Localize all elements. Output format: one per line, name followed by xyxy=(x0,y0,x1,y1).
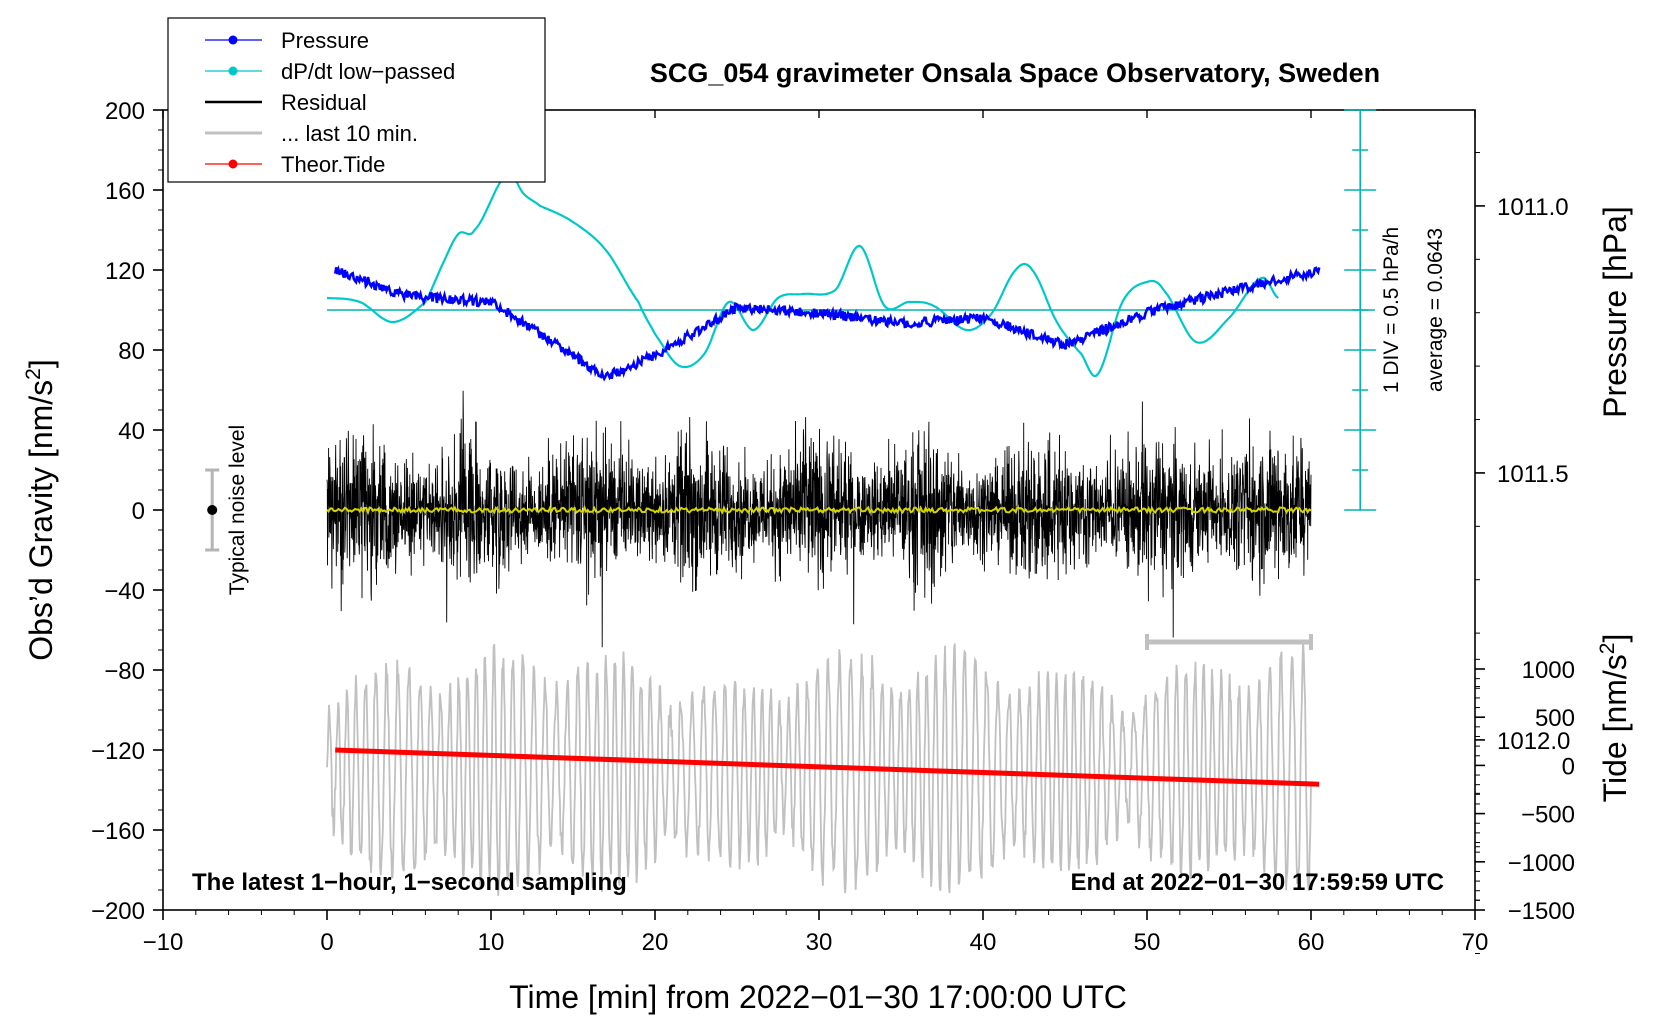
y-axis-title-tide-text: Tide [nm/s xyxy=(1597,654,1633,802)
legend-label: Pressure xyxy=(281,28,369,53)
x-tick-label: 60 xyxy=(1298,929,1325,956)
footer-right: End at 2022−01−30 17:59:59 UTC xyxy=(1070,869,1444,896)
y-tick-label: 40 xyxy=(118,418,145,445)
dpdt-div-axis xyxy=(1344,109,1377,511)
x-tick-label: −10 xyxy=(143,929,184,956)
tide-tick-label: −1000 xyxy=(1508,850,1575,877)
ticks: −10 0 10 20 30 40 50 60 70 −200 −160 −120 −80 −40 0 40 8… xyxy=(91,98,1575,956)
y-axis-title-left-close: ] xyxy=(23,359,59,368)
legend-marker xyxy=(228,159,238,169)
series-dpdt xyxy=(326,171,1279,378)
legend-label: Theor.Tide xyxy=(281,152,385,177)
footer-left: The latest 1−hour, 1−second sampling xyxy=(192,869,627,896)
pressure-tick-label: 1012.0 xyxy=(1497,728,1570,755)
legend-box xyxy=(167,17,546,183)
y-tick-label: −40 xyxy=(104,578,145,605)
legend-label: Residual xyxy=(281,90,367,115)
series-layer xyxy=(326,171,1375,896)
average-label: average = 0.0643 xyxy=(1424,228,1447,392)
legend: Pressure dP/dt low−passed Residual ... last… xyxy=(167,17,546,183)
legend-label: dP/dt low−passed xyxy=(281,59,455,84)
y-tick-label: −160 xyxy=(91,818,145,845)
x-tick-label: 10 xyxy=(478,929,505,956)
series-last-10-min xyxy=(326,641,1312,896)
x-axis-title: Time [min] from 2022−01−30 17:00:00 UTC xyxy=(509,979,1127,1015)
y-tick-label: 160 xyxy=(105,178,145,205)
y-tick-label: 120 xyxy=(105,258,145,285)
y-tick-label: −120 xyxy=(91,738,145,765)
tide-tick-label: −500 xyxy=(1521,802,1575,829)
y-axis-title-left: Obs’d Gravity [nm/s2] xyxy=(22,359,59,661)
x-tick-label: 30 xyxy=(806,929,833,956)
x-tick-label: 50 xyxy=(1134,929,1161,956)
y-tick-label: 0 xyxy=(132,498,145,525)
y-tick-label: −200 xyxy=(91,898,145,925)
x-tick-label: 40 xyxy=(970,929,997,956)
tide-tick-label: 1000 xyxy=(1522,657,1575,684)
y-axis-title-tide: Tide [nm/s2] xyxy=(1596,634,1633,803)
tide-tick-label: 500 xyxy=(1535,705,1575,732)
noise-level-label: Typical noise level xyxy=(226,425,249,595)
series-theor-tide xyxy=(335,747,1320,787)
tide-tick-label: 0 xyxy=(1562,753,1575,780)
legend-marker xyxy=(228,66,238,76)
legend-marker xyxy=(228,35,238,45)
y-tick-label: −80 xyxy=(104,658,145,685)
series-residual xyxy=(326,390,1312,648)
series-pressure xyxy=(333,264,1321,382)
chart-title: SCG_054 gravimeter Onsala Space Observat… xyxy=(650,58,1380,88)
pressure-tick-label: 1011.0 xyxy=(1497,194,1569,221)
last-10-min-bar xyxy=(1145,634,1313,650)
y-tick-label: 80 xyxy=(118,338,145,365)
y-axis-title-left-sup: 2 xyxy=(22,368,45,380)
div-label: 1 DIV = 0.5 hPa/h xyxy=(1380,227,1403,393)
x-tick-label: 0 xyxy=(320,929,333,956)
noise-bar-dot xyxy=(207,505,218,515)
pressure-tick-label: 1011.5 xyxy=(1497,461,1569,488)
legend-label: ... last 10 min. xyxy=(281,121,418,146)
series-residual-smoothed xyxy=(326,504,1312,516)
y-axis-title-tide-close: ] xyxy=(1597,634,1633,643)
y-axis-title-tide-sup: 2 xyxy=(1596,643,1619,655)
noise-level-bar xyxy=(205,468,220,552)
y-axis-title-left-text: Obs’d Gravity [nm/s xyxy=(23,380,59,661)
tide-tick-label: −1500 xyxy=(1508,898,1575,925)
y-axis-title-pressure: Pressure [hPa] xyxy=(1597,206,1633,418)
y-tick-label: 200 xyxy=(105,98,145,125)
x-tick-label: 70 xyxy=(1462,929,1489,956)
x-tick-label: 20 xyxy=(642,929,669,956)
